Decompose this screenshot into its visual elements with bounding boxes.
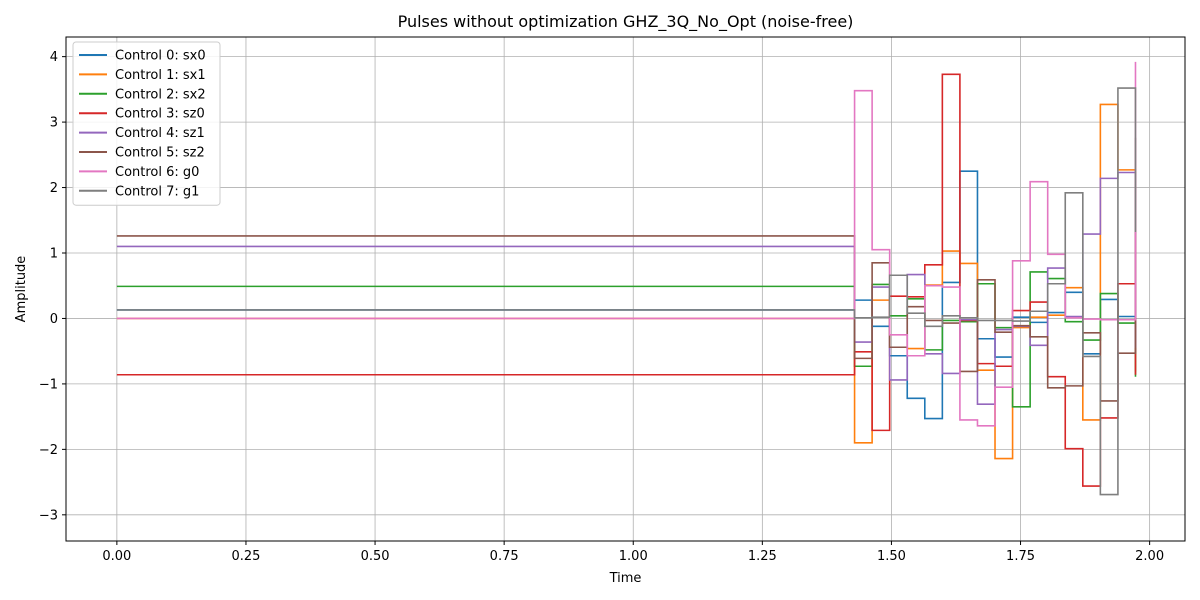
y-tick-label: 1 [50, 247, 58, 262]
legend-label: Control 2: sx2 [115, 87, 206, 102]
legend-label: Control 6: g0 [115, 165, 199, 180]
y-axis-ticks: −3 −2 −1 0 1 2 3 4 [39, 50, 66, 523]
legend-label: Control 0: sx0 [115, 49, 206, 64]
y-axis-label: Amplitude [14, 256, 29, 323]
series-lines [116, 61, 1137, 496]
y-tick-label: 4 [50, 50, 58, 65]
y-tick-label: 3 [50, 116, 58, 131]
grid [66, 37, 1185, 541]
plot-frame [65, 36, 1186, 542]
x-axis-label: Time [609, 571, 642, 586]
x-tick-label: 0.25 [231, 549, 260, 564]
x-tick-label: 1.75 [1006, 549, 1035, 564]
series-line-7 [116, 87, 1137, 496]
legend-label: Control 1: sx1 [115, 68, 206, 83]
x-tick-label: 1.50 [877, 549, 906, 564]
y-tick-label: 0 [50, 312, 58, 327]
x-tick-label: 0.75 [490, 549, 519, 564]
x-axis-ticks: 0.00 0.25 0.50 0.75 1.00 1.25 1.50 1.75 2.00 [102, 541, 1164, 564]
series-line-1 [116, 103, 1137, 460]
legend-label: Control 7: g1 [115, 184, 199, 199]
legend-box [72, 41, 221, 206]
legend-label: Control 4: sz1 [115, 126, 205, 141]
series-line-6 [116, 61, 1137, 427]
y-tick-label: −1 [39, 377, 58, 392]
legend-label: Control 3: sz0 [115, 107, 205, 122]
series-line-5 [116, 137, 1137, 402]
x-tick-label: 0.50 [361, 549, 390, 564]
chart-title: Pulses without optimization GHZ_3Q_No_Op… [398, 12, 854, 32]
x-tick-label: 1.00 [619, 549, 648, 564]
y-tick-label: −2 [39, 443, 58, 458]
y-tick-label: −3 [39, 508, 58, 523]
x-tick-label: 2.00 [1135, 549, 1164, 564]
x-tick-label: 0.00 [102, 549, 131, 564]
series-line-0 [116, 170, 1137, 420]
y-tick-label: 2 [50, 181, 58, 196]
x-tick-label: 1.25 [748, 549, 777, 564]
legend: Control 0: sx0 Control 1: sx1 Control 2: s… [72, 41, 221, 206]
legend-label: Control 5: sz2 [115, 146, 205, 161]
